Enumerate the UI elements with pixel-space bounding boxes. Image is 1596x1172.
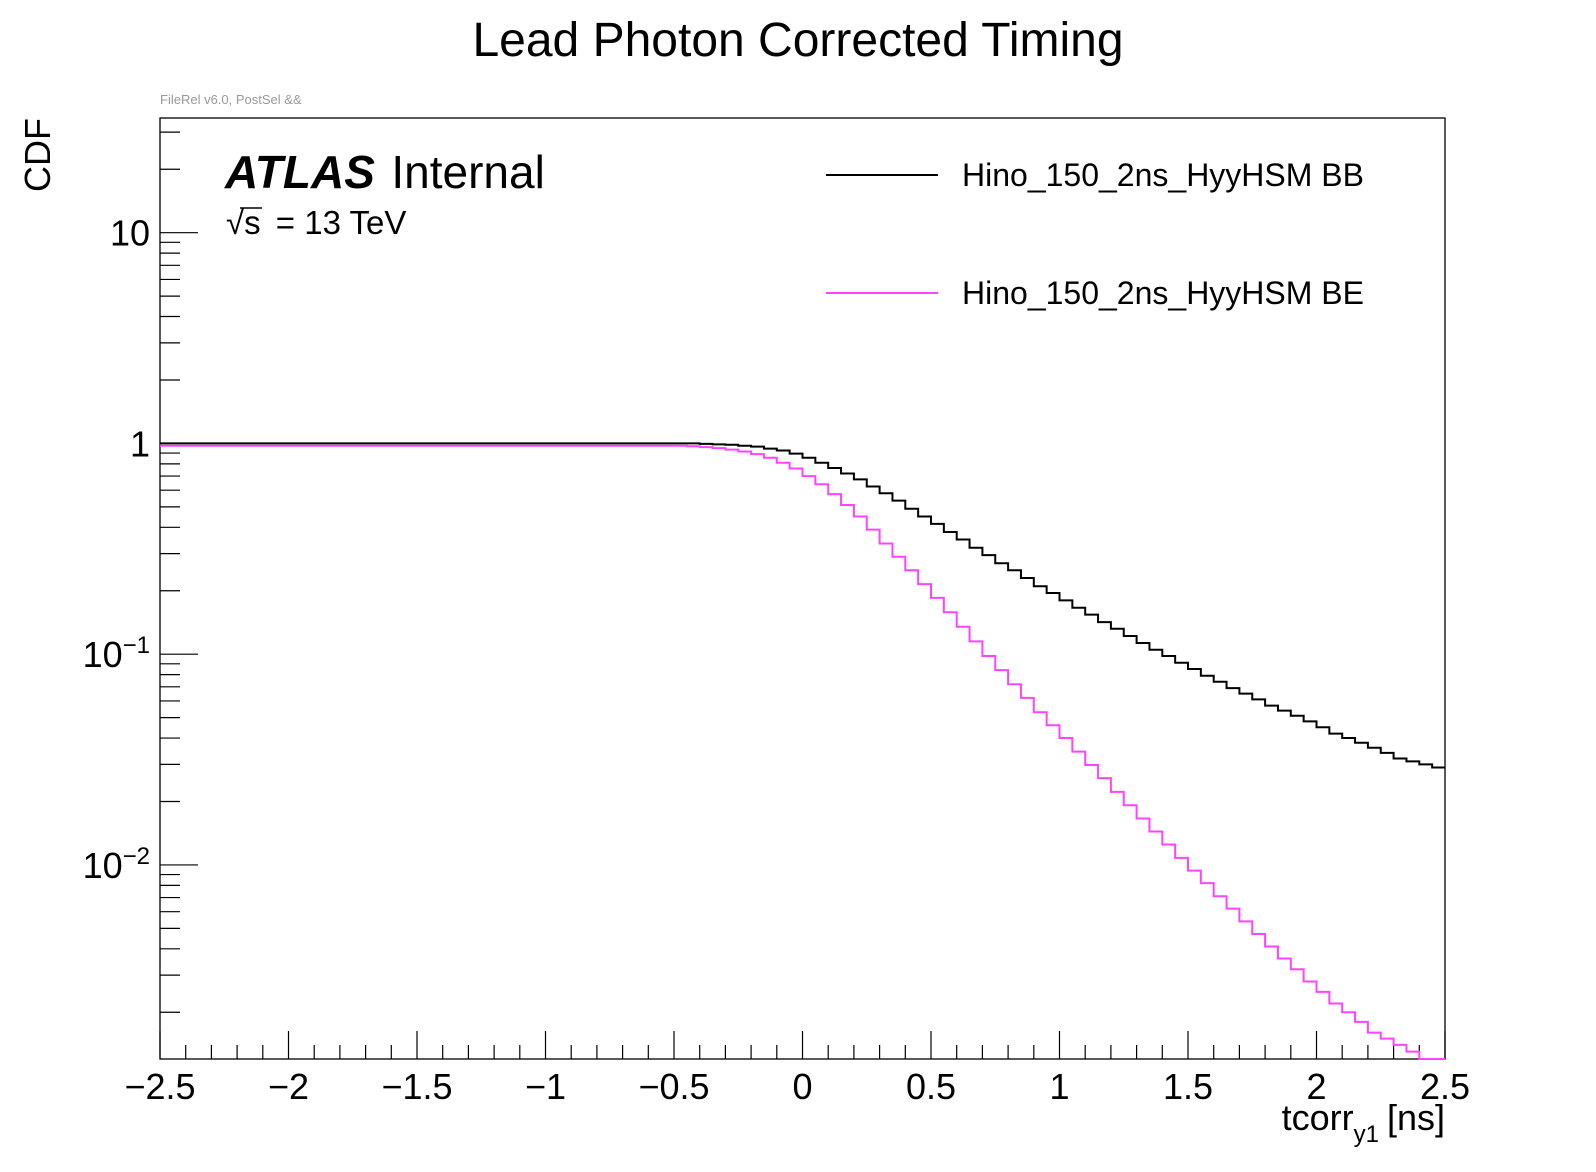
x-tick-label: 0 <box>792 1066 812 1107</box>
series-bb-line <box>160 442 1445 769</box>
atlas-bold: ATLAS <box>224 146 375 198</box>
x-axis-title-sub: y1 <box>1354 1121 1379 1148</box>
energy-sqrt: √ <box>226 204 245 241</box>
x-axis-title-unit: [ns] <box>1387 1097 1445 1138</box>
x-tick-label: −1.5 <box>381 1066 452 1107</box>
x-axis-title-main: tcorr <box>1282 1097 1354 1138</box>
x-tick-label: 0.5 <box>906 1066 956 1107</box>
y-tick-label: 1 <box>130 423 150 464</box>
y-axis-title: CDF <box>17 118 58 192</box>
energy-s: s <box>244 204 261 241</box>
legend-label-be: Hino_150_2ns_HyyHSM BE <box>962 275 1364 311</box>
energy-label: √s = 13 TeV <box>226 204 406 241</box>
x-axis-ticks: −2.5 −2 −1.5 −1 −0.5 0 0.5 1 1.5 2 2.5 <box>124 1031 1470 1107</box>
x-tick-label: 1 <box>1049 1066 1069 1107</box>
chart-title: Lead Photon Corrected Timing <box>472 14 1123 67</box>
y-tick-label: 10−1 <box>83 632 150 675</box>
series-group <box>160 442 1445 1060</box>
file-annotation: FileRel v6.0, PostSel && <box>160 92 302 107</box>
x-tick-label: 2 <box>1306 1066 1326 1107</box>
x-tick-label: 1.5 <box>1163 1066 1213 1107</box>
legend-label-bb: Hino_150_2ns_HyyHSM BB <box>962 157 1364 193</box>
x-axis-title: tcorry1 [ns] <box>1282 1097 1445 1148</box>
series-be-line <box>160 444 1445 1060</box>
y-axis-ticks: 10 1 10−1 10−2 <box>83 131 198 1013</box>
x-tick-label: −2.5 <box>124 1066 195 1107</box>
x-tick-label: −1 <box>525 1066 566 1107</box>
legend: Hino_150_2ns_HyyHSM BB Hino_150_2ns_HyyH… <box>826 157 1364 311</box>
x-tick-label: 2.5 <box>1420 1066 1470 1107</box>
plot-frame <box>159 117 1446 1060</box>
x-tick-label: −2 <box>268 1066 309 1107</box>
atlas-internal: Internal <box>391 146 544 198</box>
y-tick-label: 10−2 <box>83 843 150 886</box>
energy-rest: = 13 TeV <box>276 204 407 241</box>
y-tick-label: 10 <box>110 213 150 254</box>
atlas-label: ATLAS Internal <box>224 146 545 198</box>
x-tick-label: −0.5 <box>638 1066 709 1107</box>
